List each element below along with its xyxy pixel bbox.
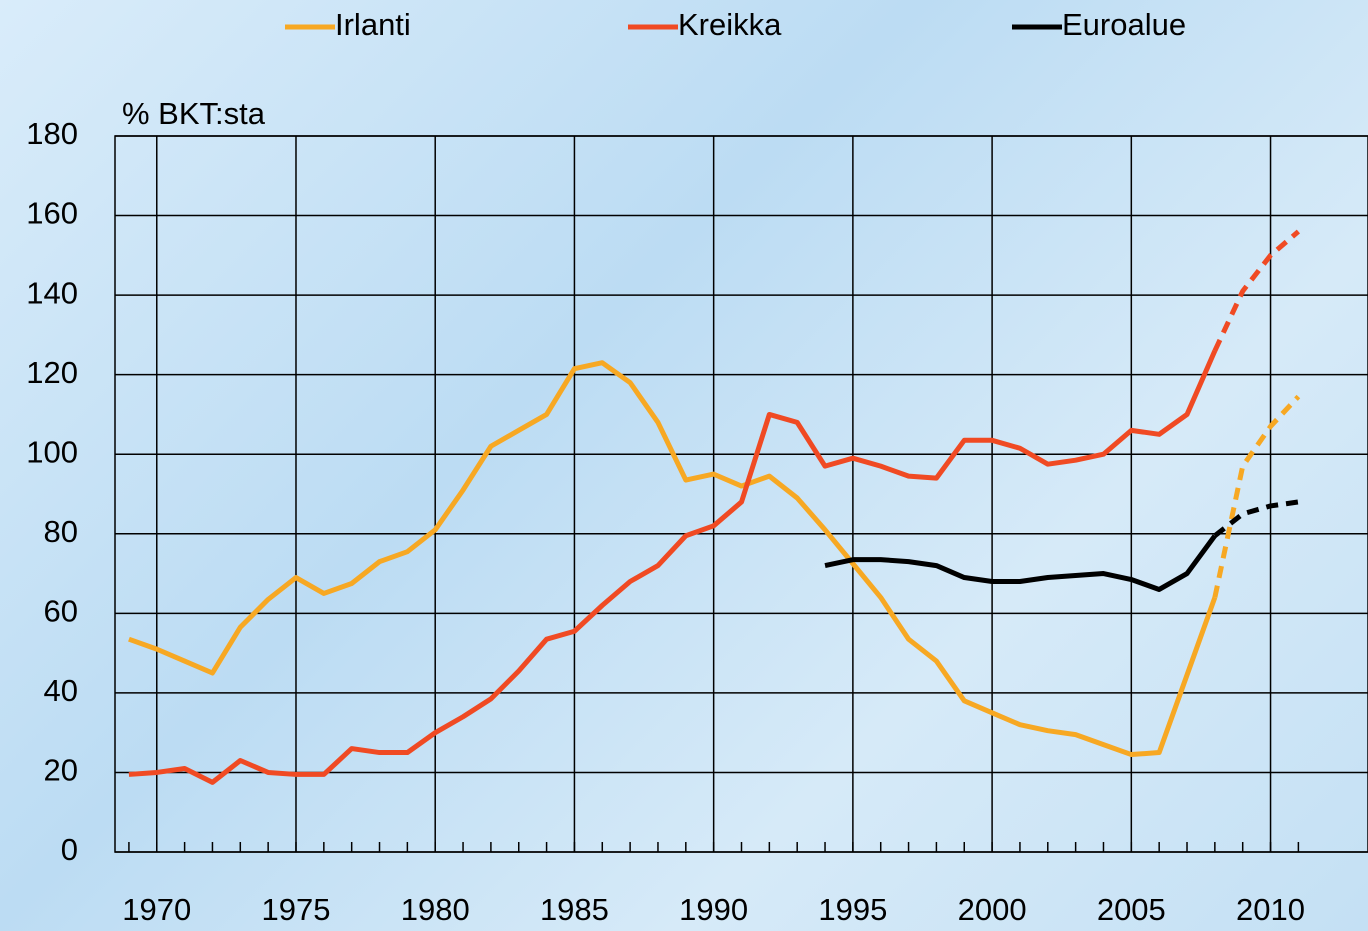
series-line	[129, 351, 1215, 783]
y-tick-label: 20	[44, 753, 78, 788]
series-line	[825, 536, 1215, 590]
legend-label: Irlanti	[335, 7, 411, 42]
y-axis-label: % BKT:sta	[122, 96, 266, 131]
forecast-line	[1215, 397, 1299, 598]
x-tick-label: 1980	[401, 892, 470, 927]
x-tick-label: 1995	[818, 892, 887, 927]
y-tick-label: 0	[61, 832, 78, 867]
x-tick-label: 1985	[540, 892, 609, 927]
y-tick-label: 40	[44, 673, 78, 708]
chart: % BKT:sta 0 20 40 60 80 100 120 140 160 180 1970 19…	[0, 0, 1368, 931]
series-line	[129, 363, 1215, 755]
y-tick-label: 160	[26, 196, 78, 231]
legend-label: Kreikka	[678, 7, 782, 42]
y-tick-label: 60	[44, 594, 78, 629]
forecast-line	[1215, 231, 1299, 350]
legend-label: Euroalue	[1062, 7, 1186, 42]
y-tick-label: 120	[26, 355, 78, 390]
y-tick-label: 80	[44, 514, 78, 549]
y-tick-label: 100	[26, 434, 78, 469]
x-tick-label: 2010	[1236, 892, 1305, 927]
x-tick-label: 1990	[679, 892, 748, 927]
y-tick-label: 140	[26, 275, 78, 310]
x-tick-label: 2005	[1097, 892, 1166, 927]
x-tick-label: 1970	[122, 892, 191, 927]
y-tick-label: 180	[26, 116, 78, 151]
x-tick-label: 2000	[958, 892, 1027, 927]
x-tick-label: 1975	[262, 892, 331, 927]
